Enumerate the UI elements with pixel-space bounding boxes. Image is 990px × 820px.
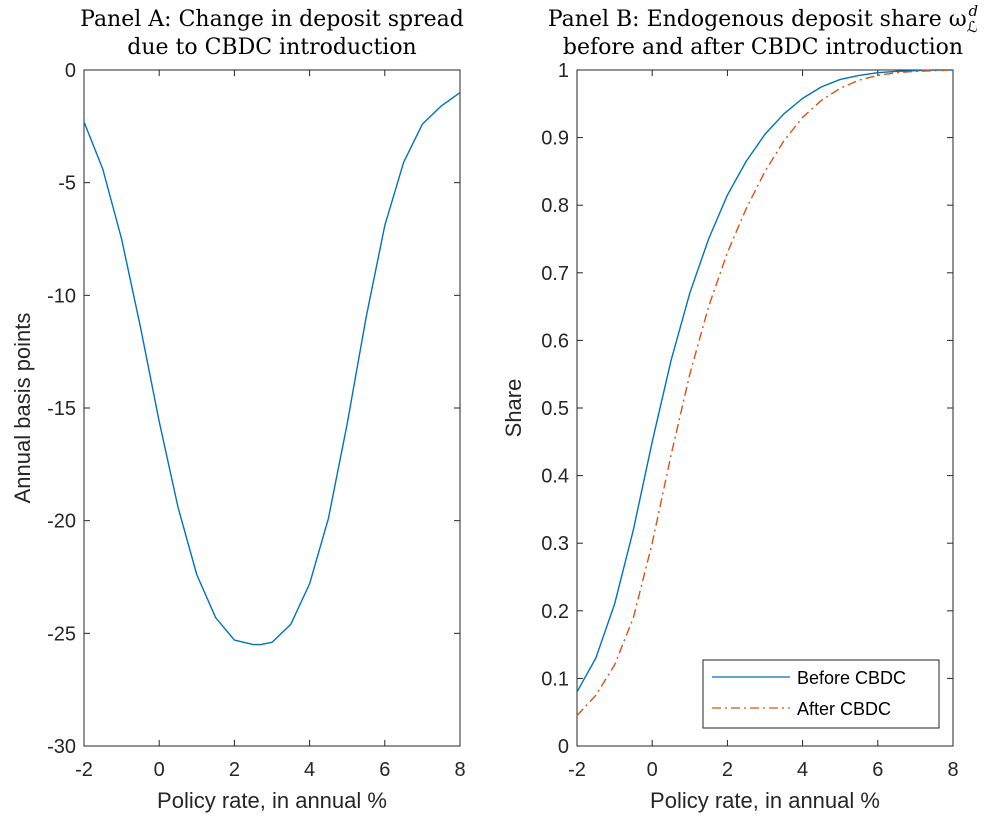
panel-a-ytick-label: -15: [47, 398, 76, 420]
panel-b-ytick-label: 0.5: [541, 398, 569, 420]
legend-label-before-cbdc: Before CBDC: [797, 668, 906, 688]
panel-a-xtick-label: 8: [454, 759, 465, 781]
panel-b-ytick-label: 0.1: [541, 668, 569, 690]
panel-a-series-line-0: [83, 91, 461, 646]
panel-b-ytick-label: 0.8: [541, 195, 569, 217]
panel-a-lines: [83, 91, 461, 646]
panel-b-xlabel: Policy rate, in annual %: [650, 788, 880, 813]
panel-b-xtick-label: 8: [947, 759, 958, 781]
panel-a-xlabel: Policy rate, in annual %: [157, 788, 387, 813]
panel-b-legend: Before CBDC After CBDC: [702, 659, 940, 729]
panel-b-series-line-before-cbdc: [576, 69, 953, 693]
panel-a-ytick-label: -30: [47, 736, 76, 758]
panel-b-lines: [576, 69, 954, 717]
panel-a-ylabel: Annual basis points: [10, 313, 35, 504]
panel-a-xtick-label: 6: [379, 759, 390, 781]
panel-a-ytick-label: -5: [58, 173, 76, 195]
panel-b-title-sup: d: [969, 2, 979, 20]
panel-a-title-line1: Panel A: Change in deposit spread: [80, 7, 464, 32]
panel-a-xtick-label: 4: [304, 759, 315, 781]
panel-b-ytick-label: 0.9: [541, 128, 569, 150]
panel-b-title-line1: Panel B: Endogenous deposit share ωℒd: [548, 2, 978, 36]
panel-a-title-line2: due to CBDC introduction: [127, 35, 416, 60]
panel-a-xtick-label: 2: [229, 759, 240, 781]
panel-b-xtick-label: -2: [568, 759, 586, 781]
panel-a-ytick-label: -20: [47, 511, 76, 533]
panel-b-ytick-label: 1: [558, 60, 569, 82]
panel-a-axes-box: [83, 69, 461, 747]
panel-a-ytick-label: -10: [47, 285, 76, 307]
panel-b-axes-box: [576, 69, 954, 747]
panel-b-title-main: Panel B: Endogenous deposit share ω: [548, 7, 967, 32]
panel-b-ytick-label: 0.3: [541, 533, 569, 555]
panel-b-xtick-label: 4: [797, 759, 808, 781]
panel-b-xtick-label: 0: [647, 759, 658, 781]
panel-a: Panel A: Change in deposit spread due to…: [10, 7, 466, 813]
panel-b-ytick-label: 0.2: [541, 601, 569, 623]
panel-a-xtick-label: -2: [75, 759, 93, 781]
panel-b-ticks: -2 0 2 4 6 800.10.20.30.40.50.60.70.80.91: [541, 60, 958, 781]
panel-b-ylabel: Share: [501, 379, 526, 438]
panel-b-title-sub: ℒ: [967, 18, 978, 36]
panel-b-title-line2: before and after CBDC introduction: [563, 35, 963, 60]
panel-a-ytick-label: -25: [47, 623, 76, 645]
panel-a-xtick-label: 0: [154, 759, 165, 781]
panel-a-ticks: -2 0 2 4 6 80-5-10-15-20-25-30: [47, 60, 465, 781]
panel-b-series-line-after-cbdc: [576, 69, 954, 717]
panel-b-xtick-label: 2: [722, 759, 733, 781]
panel-b-ytick-label: 0.7: [541, 263, 569, 285]
panel-b-xtick-label: 6: [872, 759, 883, 781]
legend-label-after-cbdc: After CBDC: [797, 699, 891, 719]
panel-a-ytick-label: 0: [65, 60, 76, 82]
panel-b: Panel B: Endogenous deposit share ωℒd be…: [501, 2, 978, 813]
panel-b-ytick-label: 0.4: [541, 466, 569, 488]
panel-b-ytick-label: 0: [558, 736, 569, 758]
legend-box: [702, 659, 940, 729]
panel-b-ytick-label: 0.6: [541, 330, 569, 352]
